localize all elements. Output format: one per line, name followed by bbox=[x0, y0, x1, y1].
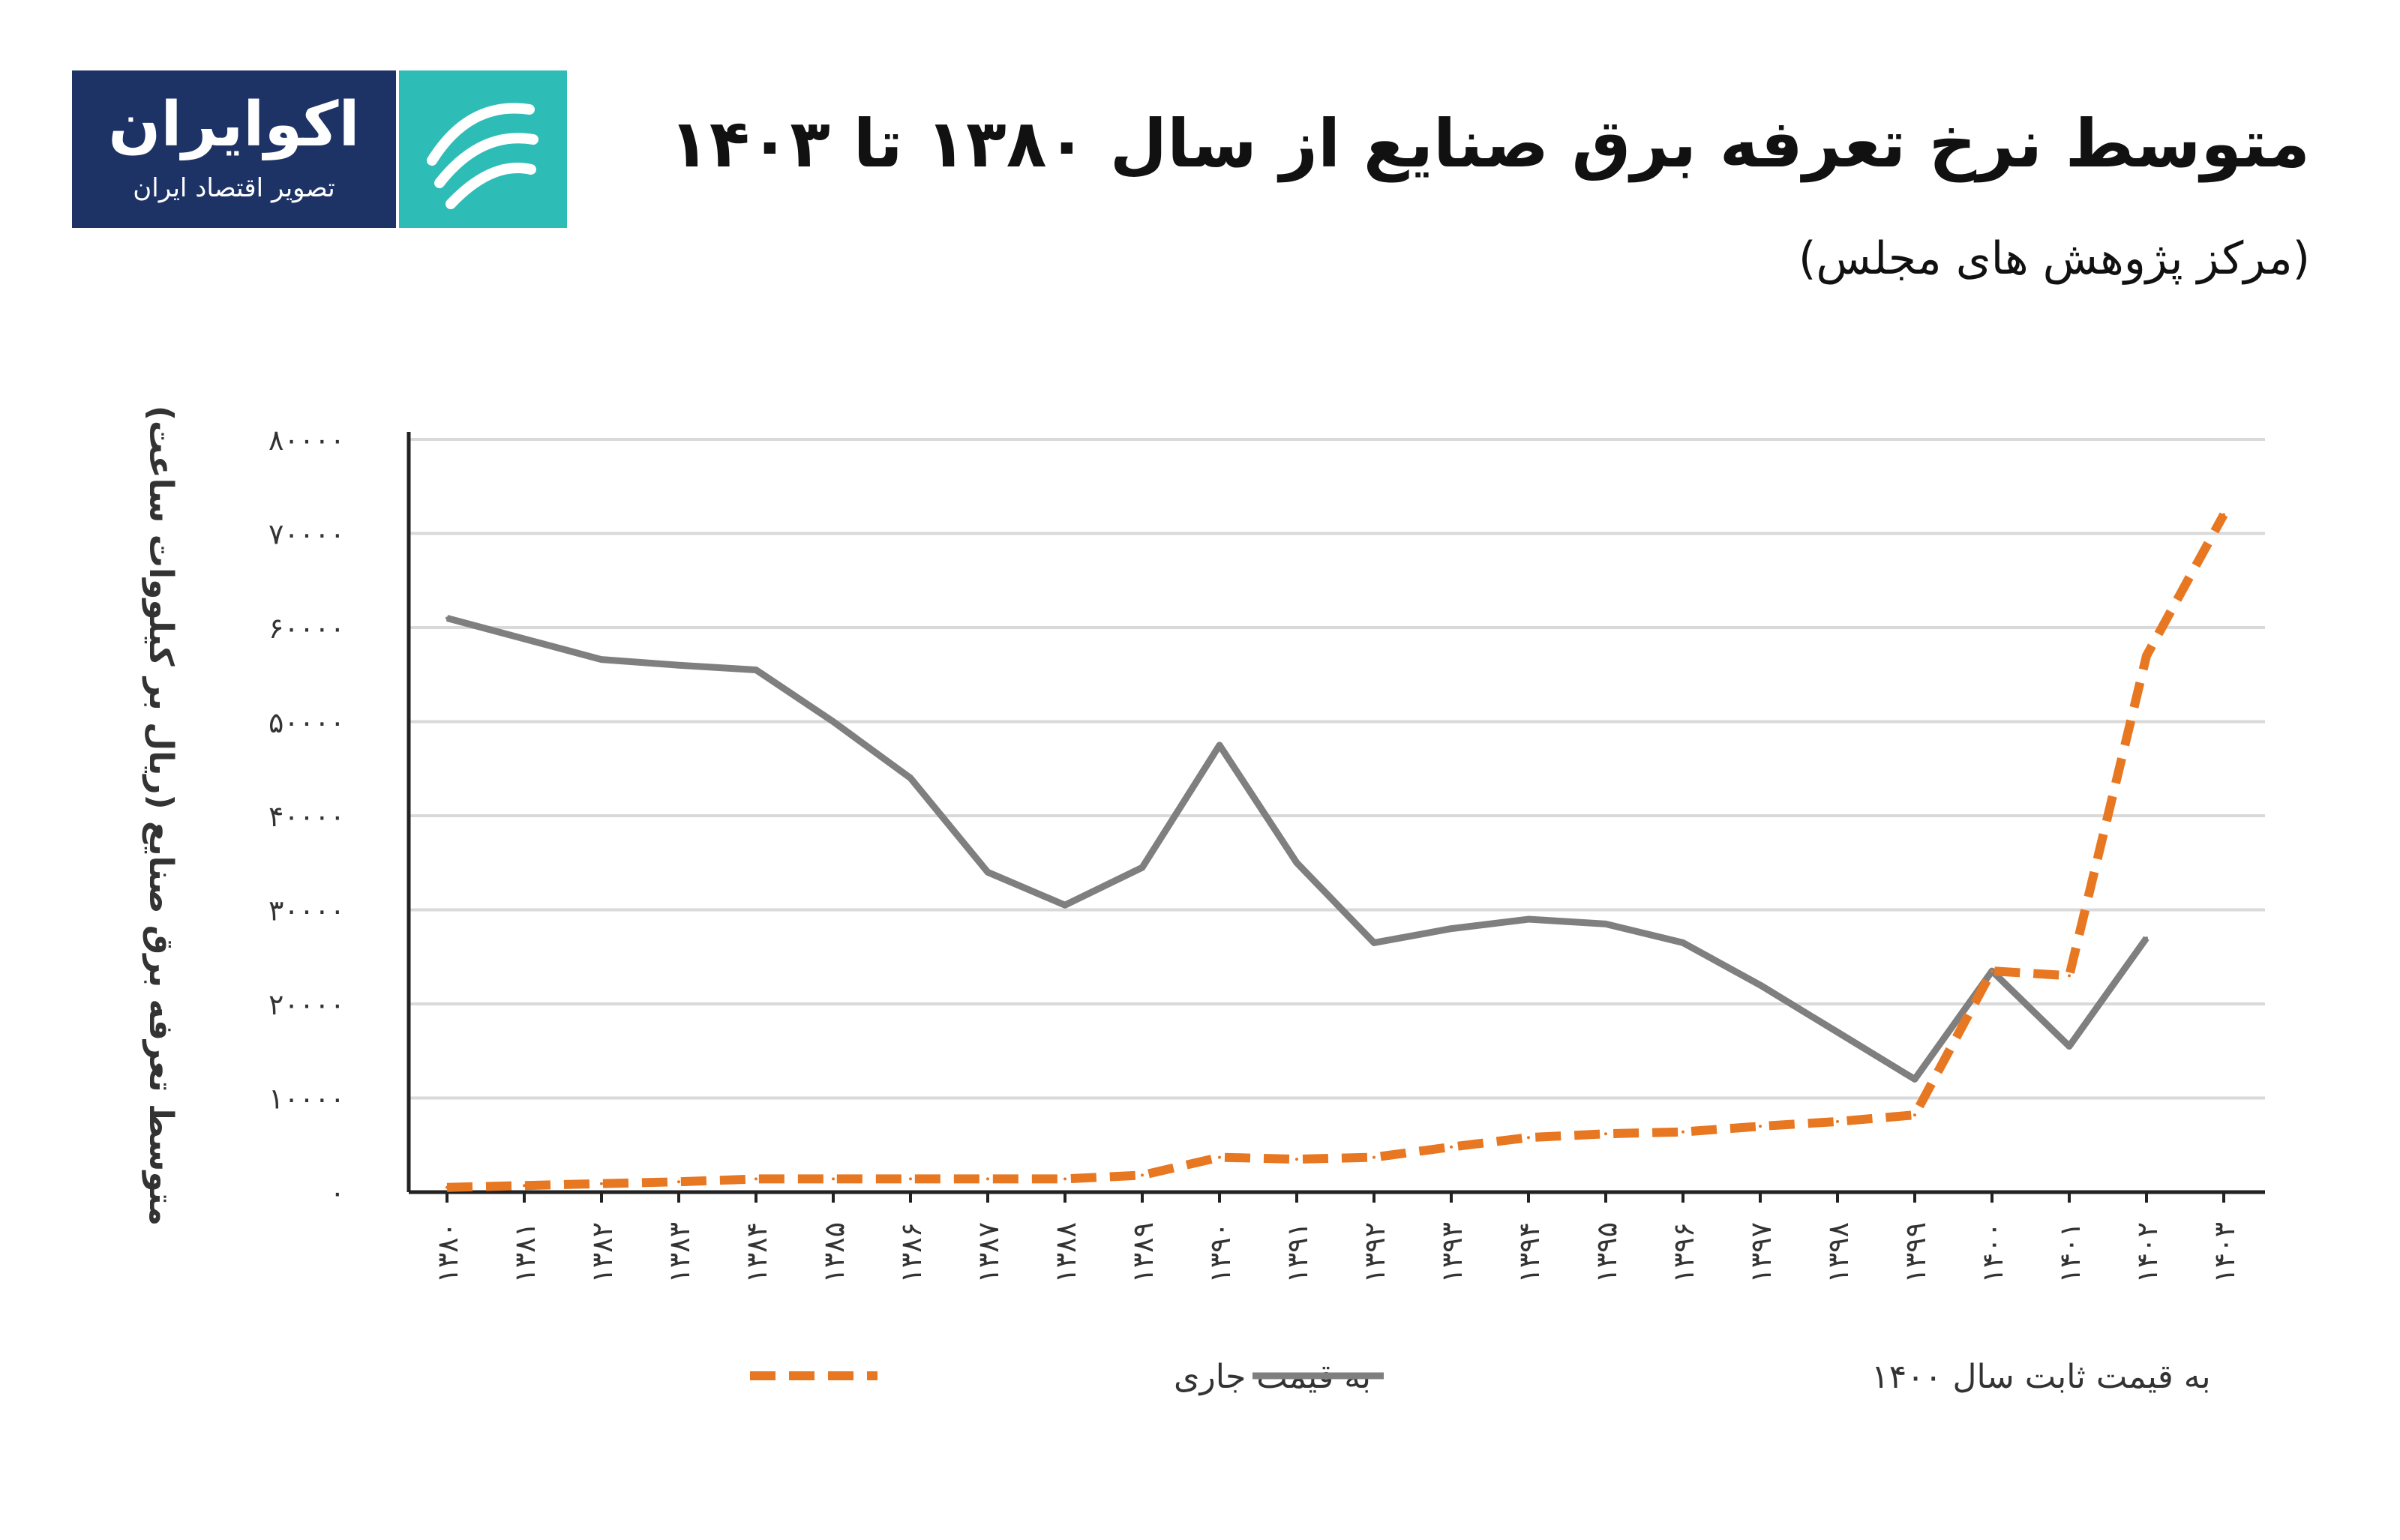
y-tick-label: ۰ bbox=[330, 1176, 345, 1209]
y-tick-label: ۲۰۰۰۰ bbox=[268, 988, 345, 1021]
x-tick-label: ۱۳۸۷ bbox=[972, 1222, 1005, 1284]
x-tick-label: ۱۴۰۰ bbox=[1976, 1222, 2009, 1284]
y-tick-label: ۴۰۰۰۰ bbox=[268, 800, 345, 833]
y-axis-label: متوسط تعرفه برق صنایع (ریال بر کیلووات س… bbox=[142, 406, 180, 1226]
x-tick-label: ۱۳۹۶ bbox=[1667, 1222, 1700, 1284]
data-series bbox=[446, 512, 2228, 1192]
x-tick-label: ۱۳۹۰ bbox=[1204, 1222, 1237, 1284]
y-tick-label: ۳۰۰۰۰ bbox=[268, 894, 345, 927]
data-point bbox=[1064, 903, 1066, 907]
data-point bbox=[2068, 974, 2071, 978]
data-point bbox=[600, 1182, 603, 1185]
x-tick-label: ۱۳۸۹ bbox=[1126, 1222, 1160, 1284]
logo-text-panel bbox=[72, 70, 396, 228]
data-point bbox=[1604, 1132, 1607, 1136]
data-point bbox=[1836, 1119, 1839, 1123]
gridlines bbox=[409, 438, 2265, 1100]
x-tick-label: ۱۳۹۵ bbox=[1590, 1222, 1623, 1284]
data-point bbox=[1759, 1125, 1762, 1128]
chart-subtitle: (مرکز پژوهش های مجلس) bbox=[1798, 232, 2310, 285]
data-point bbox=[1990, 969, 1994, 973]
x-tick-label: ۱۳۸۴ bbox=[740, 1222, 773, 1284]
x-tick-label: ۱۳۹۷ bbox=[1744, 1222, 1778, 1284]
data-point bbox=[1372, 1155, 1376, 1159]
x-tick-label: ۱۳۹۳ bbox=[1436, 1222, 1468, 1284]
ecoiran-logo: اکوایران تصویر اقتصاد ایران bbox=[72, 70, 567, 228]
data-point bbox=[1527, 1136, 1530, 1140]
data-point bbox=[1295, 861, 1298, 864]
y-tick-label: ۸۰۰۰۰ bbox=[268, 424, 345, 457]
axes bbox=[406, 432, 2265, 1203]
logo-tagline: تصویر اقتصاد ایران bbox=[133, 173, 334, 203]
data-point bbox=[986, 870, 989, 874]
x-tick-label: ۱۳۹۲ bbox=[1358, 1222, 1391, 1284]
chart-title: متوسط نرخ تعرفه برق صنایع از سال ۱۳۸۰ تا… bbox=[669, 105, 2310, 182]
data-point bbox=[1141, 1173, 1144, 1177]
data-point bbox=[754, 1177, 758, 1181]
x-tick-label: ۱۳۸۶ bbox=[895, 1222, 928, 1284]
y-tick-labels: ۰ ۱۰۰۰۰ ۲۰۰۰۰ ۳۰۰۰۰ ۴۰۰۰۰ ۵۰۰۰۰ ۶۰۰۰۰ ۷۰۰۰۰ ۸۰۰۰… bbox=[268, 424, 345, 1209]
data-point bbox=[1372, 941, 1376, 945]
legend-label-constant-price: به قیمت ثابت سال ۱۴۰۰ bbox=[1871, 1358, 2211, 1396]
data-point bbox=[1450, 927, 1453, 930]
y-tick-label: ۵۰۰۰۰ bbox=[268, 706, 345, 739]
x-tick-label: ۱۳۸۲ bbox=[586, 1222, 619, 1284]
data-point bbox=[523, 637, 526, 641]
data-point bbox=[2145, 936, 2148, 940]
series-line-current-price bbox=[446, 512, 2228, 1192]
x-tick-label: ۱۳۸۵ bbox=[818, 1222, 850, 1284]
x-tick-label: ۱۳۸۱ bbox=[508, 1222, 542, 1284]
data-point bbox=[600, 658, 603, 661]
data-point bbox=[446, 1185, 448, 1189]
data-point bbox=[1913, 1077, 1916, 1081]
data-point bbox=[1836, 1030, 1839, 1034]
data-point bbox=[2145, 654, 2148, 658]
data-point bbox=[832, 720, 835, 724]
data-point bbox=[446, 616, 448, 620]
x-tick-label: ۱۳۹۹ bbox=[1899, 1222, 1932, 1284]
data-point bbox=[1295, 1158, 1298, 1161]
data-point bbox=[523, 1184, 526, 1188]
data-point bbox=[677, 664, 680, 667]
data-point bbox=[1218, 1155, 1221, 1159]
data-point bbox=[1450, 1145, 1453, 1149]
x-tick-label: ۱۳۹۸ bbox=[1822, 1222, 1855, 1284]
logo-name: اکوایران bbox=[108, 89, 359, 160]
y-tick-label: ۱۰۰۰۰ bbox=[268, 1083, 345, 1116]
data-point bbox=[1527, 918, 1530, 921]
data-point bbox=[1141, 866, 1144, 870]
data-point bbox=[1064, 1177, 1066, 1181]
y-tick-label: ۷۰۰۰۰ bbox=[268, 518, 345, 551]
x-tick-label: ۱۴۰۳ bbox=[2208, 1222, 2241, 1284]
x-tick-label: ۱۳۹۴ bbox=[1513, 1222, 1546, 1284]
x-tick-label: ۱۳۸۸ bbox=[1049, 1222, 1082, 1284]
x-tick-label: ۱۴۰۲ bbox=[2131, 1222, 2164, 1284]
data-point bbox=[2068, 1044, 2071, 1048]
data-point bbox=[909, 776, 912, 780]
x-tick-labels: ۱۳۸۰ ۱۳۸۱ ۱۳۸۲ ۱۳۸۳ ۱۳۸۴ ۱۳۸۵ ۱۳۸۶ ۱۳۸۷ ۱۳۸۸ ۱۳۸۹… bbox=[431, 1222, 2241, 1284]
x-tick-label: ۱۳۸۳ bbox=[663, 1222, 696, 1284]
data-point bbox=[832, 1177, 835, 1181]
data-point bbox=[677, 1180, 680, 1184]
data-point bbox=[2222, 513, 2225, 517]
data-point bbox=[1913, 1113, 1916, 1117]
x-tick-label: ۱۴۰۱ bbox=[2054, 1222, 2086, 1284]
chart-background bbox=[112, 405, 2288, 1410]
data-point bbox=[1218, 743, 1221, 747]
data-point bbox=[1759, 983, 1762, 987]
legend: به قیمت جاری به قیمت ثابت سال ۱۴۰۰ bbox=[750, 1358, 2211, 1396]
data-point bbox=[1682, 941, 1684, 945]
data-point bbox=[986, 1177, 989, 1181]
data-point bbox=[1604, 922, 1607, 926]
data-point bbox=[909, 1177, 912, 1181]
data-point bbox=[1682, 1130, 1684, 1134]
x-tick-label: ۱۳۸۰ bbox=[431, 1222, 464, 1284]
y-tick-label: ۶۰۰۰۰ bbox=[268, 612, 345, 645]
ecoiran-logo-icon bbox=[427, 103, 538, 209]
x-tick-label: ۱۳۹۱ bbox=[1281, 1222, 1314, 1284]
data-point bbox=[754, 668, 758, 672]
